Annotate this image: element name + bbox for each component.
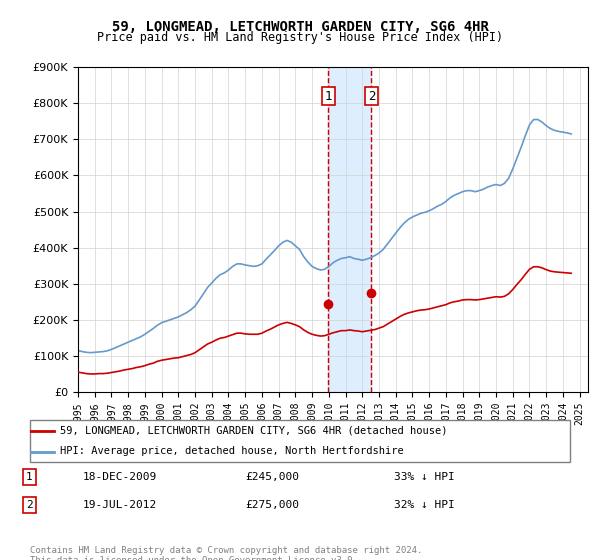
Text: 59, LONGMEAD, LETCHWORTH GARDEN CITY, SG6 4HR: 59, LONGMEAD, LETCHWORTH GARDEN CITY, SG… xyxy=(112,20,488,34)
Text: Contains HM Land Registry data © Crown copyright and database right 2024.
This d: Contains HM Land Registry data © Crown c… xyxy=(30,546,422,560)
Text: 2: 2 xyxy=(26,500,32,510)
Text: 1: 1 xyxy=(26,472,32,482)
Text: £275,000: £275,000 xyxy=(245,500,299,510)
Text: 33% ↓ HPI: 33% ↓ HPI xyxy=(394,472,454,482)
Bar xyxy=(328,67,371,392)
Text: Price paid vs. HM Land Registry's House Price Index (HPI): Price paid vs. HM Land Registry's House … xyxy=(97,31,503,44)
Text: £245,000: £245,000 xyxy=(245,472,299,482)
Text: HPI: Average price, detached house, North Hertfordshire: HPI: Average price, detached house, Nort… xyxy=(60,446,403,456)
Text: 19-JUL-2012: 19-JUL-2012 xyxy=(82,500,157,510)
Text: 59, LONGMEAD, LETCHWORTH GARDEN CITY, SG6 4HR (detached house): 59, LONGMEAD, LETCHWORTH GARDEN CITY, SG… xyxy=(60,426,447,436)
Text: 1: 1 xyxy=(325,90,332,102)
FancyBboxPatch shape xyxy=(30,420,570,462)
Text: 32% ↓ HPI: 32% ↓ HPI xyxy=(394,500,454,510)
Text: 2: 2 xyxy=(368,90,375,102)
Text: 18-DEC-2009: 18-DEC-2009 xyxy=(82,472,157,482)
